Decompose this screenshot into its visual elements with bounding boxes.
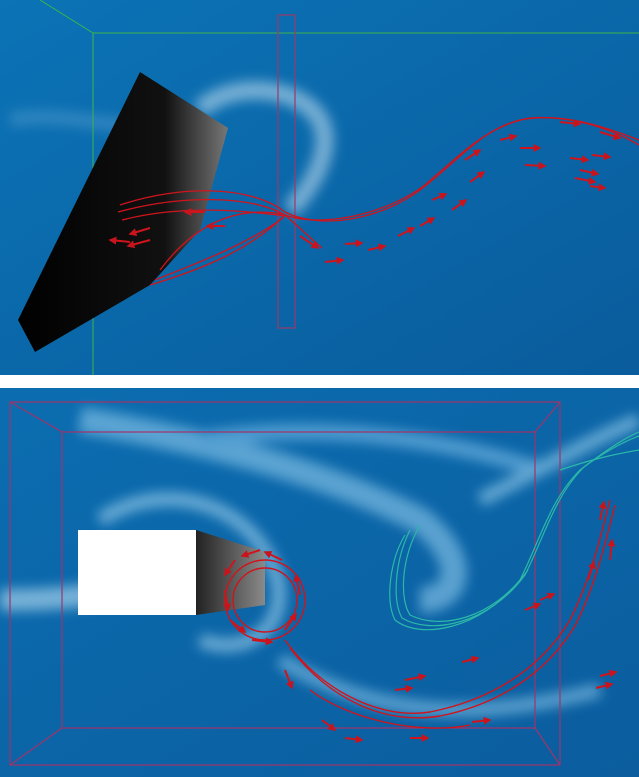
page: {} html, body { margin: 0; padding: 0; w… — [0, 0, 639, 777]
obstacle-front — [78, 530, 196, 615]
top-panel — [0, 0, 639, 375]
body — [0, 0, 639, 777]
figure — [0, 0, 639, 777]
bottom-panel — [0, 388, 639, 777]
